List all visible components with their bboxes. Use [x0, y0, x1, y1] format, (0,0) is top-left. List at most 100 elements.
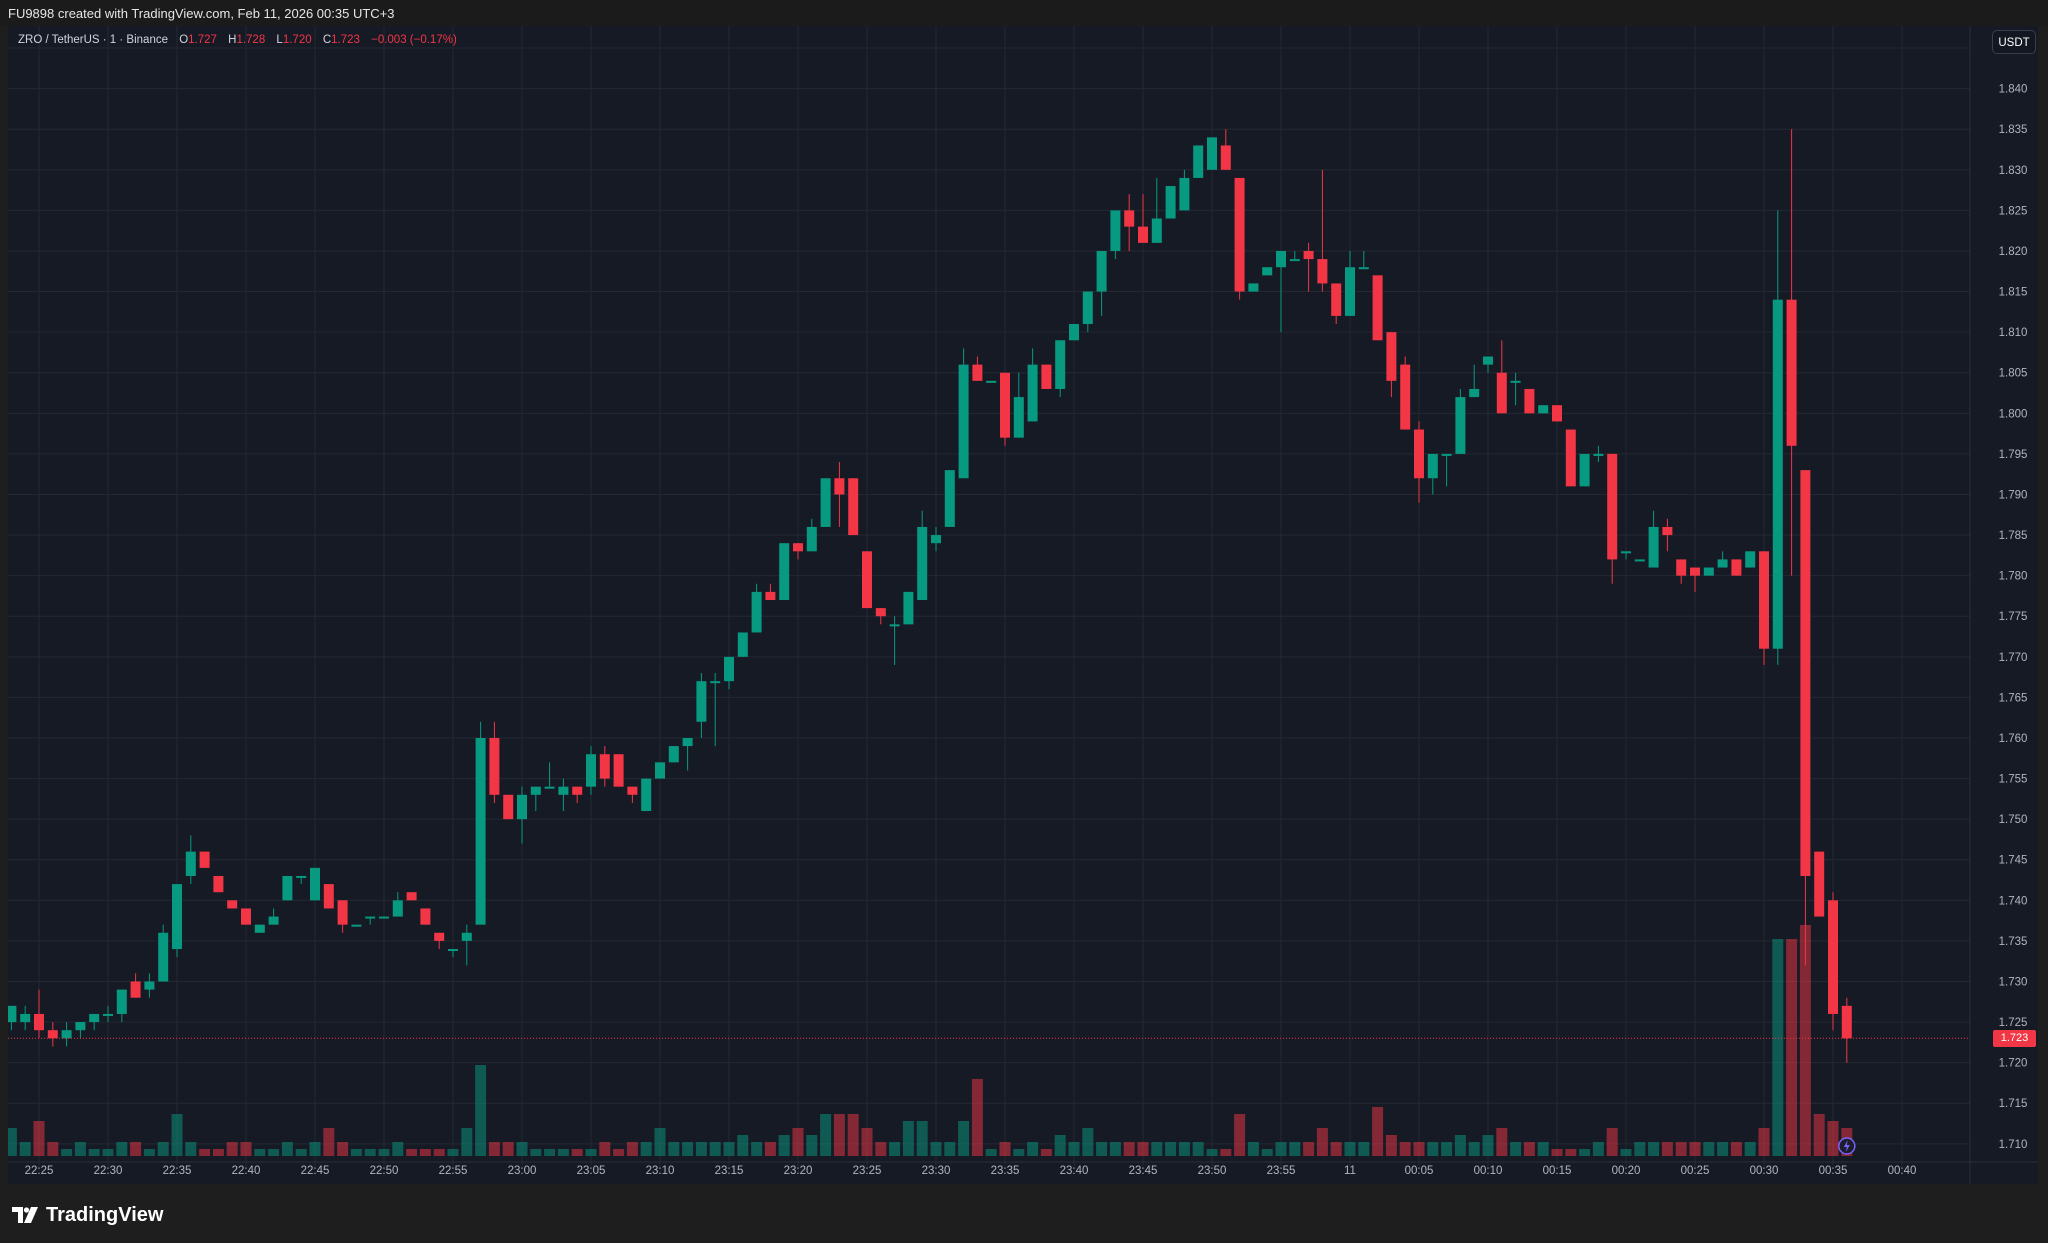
x-tick-label: 00:05: [1405, 1165, 1434, 1177]
x-tick-label: 00:30: [1750, 1165, 1779, 1177]
candle-body: [1207, 137, 1217, 170]
candle-body: [1510, 380, 1521, 383]
volume-bar: [1040, 1149, 1052, 1156]
high-label: H: [228, 34, 237, 46]
candle-body: [1593, 453, 1604, 456]
candle-body: [310, 867, 320, 901]
x-tick-label: 11: [1344, 1165, 1356, 1177]
volume-bar: [1261, 1149, 1273, 1156]
volume-bar: [1565, 1149, 1577, 1156]
x-tick-label: 00:40: [1888, 1165, 1917, 1177]
candle-body: [558, 786, 569, 795]
y-tick-label: 1.770: [1999, 652, 2028, 664]
candle-body: [1648, 526, 1659, 568]
candle-body: [1538, 405, 1549, 414]
candle-body: [599, 754, 610, 779]
candle-body: [1690, 567, 1700, 576]
y-tick-label: 1.820: [1999, 246, 2028, 258]
candle-body: [544, 786, 555, 789]
candle-body: [1759, 551, 1769, 649]
candle-body: [34, 1013, 44, 1031]
candle-body: [8, 1005, 17, 1023]
volume-bar: [1799, 925, 1811, 1156]
volume-bar: [323, 1128, 335, 1156]
volume-bar: [695, 1142, 707, 1156]
volume-bar: [19, 1142, 31, 1156]
currency-button[interactable]: USDT: [1992, 30, 2036, 54]
candle-body: [1703, 567, 1714, 576]
candle-body: [61, 1030, 72, 1039]
y-tick-label: 1.805: [1999, 368, 2028, 380]
tradingview-logo[interactable]: TradingView: [12, 1204, 163, 1226]
candle-body: [1427, 453, 1438, 479]
candle-body: [406, 892, 417, 901]
volume-bar: [1220, 1149, 1232, 1156]
open-value: 1.727: [188, 34, 217, 46]
volume-bar: [1303, 1142, 1315, 1156]
candle-body: [1082, 291, 1093, 325]
candle-body: [1151, 218, 1162, 243]
chart-svg[interactable]: 1.710 1.715 1.720 1.725 1.730 1.735 1.740 1.745…: [8, 26, 2038, 1184]
volume-bar: [1675, 1142, 1687, 1156]
volume-bar: [1413, 1142, 1425, 1156]
volume-bar: [88, 1149, 100, 1156]
candle-body: [972, 364, 983, 381]
volume-bar: [1441, 1142, 1453, 1156]
volume-bar: [751, 1142, 763, 1156]
candle-body: [1483, 356, 1493, 365]
lightning-glyph: [1843, 1140, 1850, 1152]
close-value: 1.723: [331, 34, 360, 46]
candle-body: [1441, 453, 1452, 456]
y-tick-label: 1.710: [1999, 1139, 2028, 1151]
volume-bar: [1482, 1135, 1494, 1156]
x-tick-label: 23:40: [1060, 1165, 1089, 1177]
x-tick-label: 22:50: [370, 1165, 399, 1177]
volume-bar: [475, 1065, 487, 1156]
candle-body: [1013, 397, 1024, 438]
candle-body: [1096, 250, 1107, 292]
x-tick-label: 22:40: [232, 1165, 261, 1177]
candle-body: [47, 1030, 58, 1039]
y-tick-label: 1.825: [1999, 205, 2028, 217]
candle-body: [641, 778, 652, 812]
symbol-title[interactable]: ZRO / TetherUS · 1 · Binance: [18, 34, 168, 46]
candle-body: [931, 535, 941, 544]
volume-bar: [226, 1142, 238, 1156]
x-tick-label: 23:20: [784, 1165, 813, 1177]
volume-bar: [682, 1142, 694, 1156]
volume-bar: [557, 1149, 569, 1156]
candle-body: [765, 591, 776, 600]
volume-bar: [820, 1114, 832, 1156]
x-tick-label: 23:15: [715, 1165, 744, 1177]
volume-bar: [1358, 1142, 1370, 1156]
candle-body: [779, 543, 790, 600]
candle-body: [1745, 551, 1756, 568]
candle-body: [1496, 372, 1507, 414]
low-value: 1.720: [282, 34, 312, 46]
candle-body: [448, 949, 458, 952]
y-tick-label: 1.735: [1999, 936, 2028, 948]
candle-body: [1717, 559, 1728, 568]
candle-body: [75, 1022, 86, 1031]
volume-bar: [130, 1142, 142, 1156]
volume-bar: [1496, 1128, 1508, 1156]
candle-body: [1414, 429, 1424, 479]
volume-bar: [930, 1142, 942, 1156]
volume-bar: [309, 1142, 321, 1156]
candle-body: [213, 875, 224, 893]
candle-body: [1607, 453, 1618, 560]
candle-body: [668, 746, 679, 763]
volume-bar: [668, 1142, 680, 1156]
candle-body: [1786, 299, 1797, 446]
volume-bar: [1523, 1142, 1535, 1156]
candle-body: [185, 851, 196, 876]
chart-panel[interactable]: 1.710 1.715 1.720 1.725 1.730 1.735 1.740 1.745…: [8, 26, 2038, 1184]
y-tick-label: 1.795: [1999, 449, 2028, 461]
candle-body: [351, 924, 362, 927]
volume-bar: [1703, 1142, 1715, 1156]
y-tick-label: 1.830: [1999, 165, 2028, 177]
volume-bar: [1330, 1142, 1342, 1156]
volume-bar: [1427, 1142, 1439, 1156]
x-tick-label: 23:50: [1198, 1165, 1227, 1177]
x-tick-label: 00:15: [1543, 1165, 1572, 1177]
